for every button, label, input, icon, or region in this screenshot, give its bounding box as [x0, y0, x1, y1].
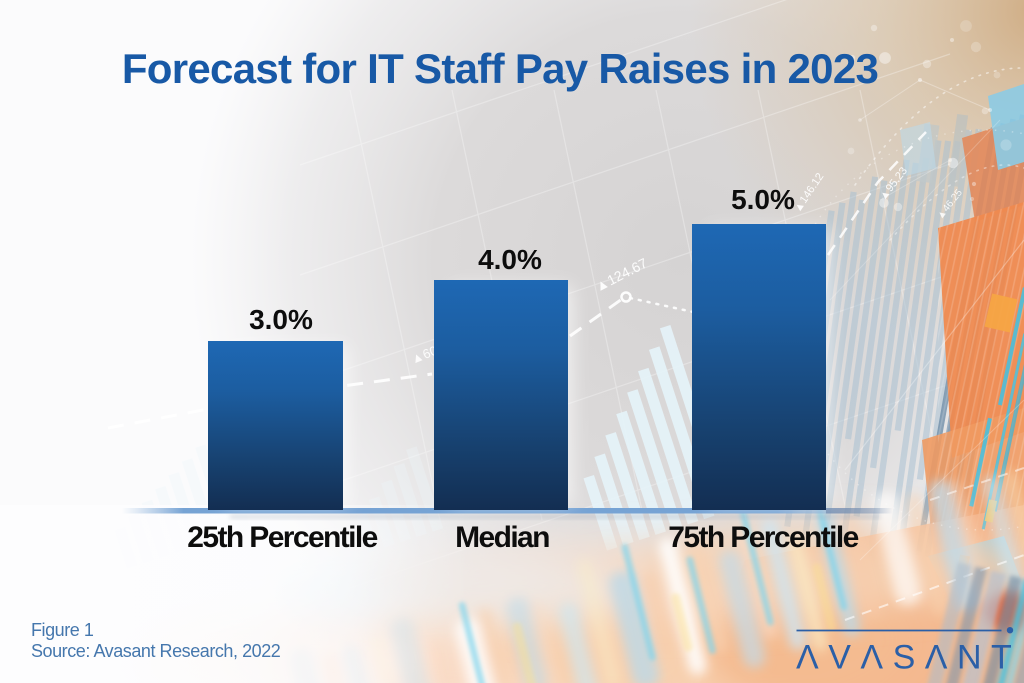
- svg-text:ΛVΛSΛNT: ΛVΛSΛNT: [796, 639, 1021, 677]
